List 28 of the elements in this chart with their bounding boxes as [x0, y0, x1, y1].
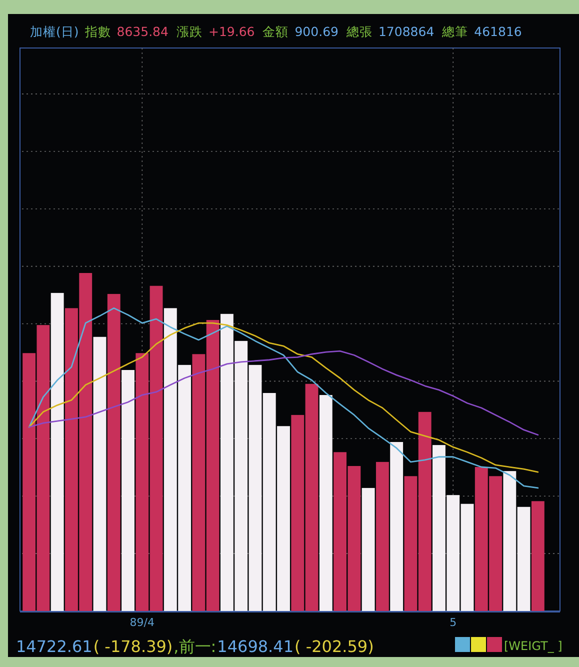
- bar: [122, 370, 134, 611]
- text: 總張: [345, 24, 372, 39]
- text: 14698.41: [217, 637, 294, 656]
- text: 加權(日): [30, 24, 79, 39]
- text: 1708864: [378, 24, 434, 39]
- text: 8635.84: [116, 24, 169, 39]
- text: 900.69: [294, 24, 339, 39]
- text: ,前一:: [174, 637, 216, 656]
- bar: [376, 462, 389, 611]
- text: ( -202.59): [294, 637, 374, 656]
- bar: [362, 488, 375, 611]
- text: 總筆: [441, 24, 468, 39]
- bar: [531, 501, 544, 611]
- text: [WEIGT_ ]: [504, 639, 562, 653]
- text: 漲跌: [176, 24, 202, 39]
- text: 指數: [84, 24, 111, 39]
- bar: [93, 336, 106, 611]
- bar: [50, 292, 64, 611]
- x-tick-label: 5: [450, 616, 457, 629]
- text: +19.66: [208, 24, 255, 39]
- bar: [107, 294, 120, 611]
- bar: [319, 395, 332, 611]
- bar: [390, 442, 404, 611]
- text: 14722.61: [16, 637, 92, 656]
- text: 金額: [262, 24, 289, 39]
- text: ( -178.39): [93, 637, 173, 656]
- x-tick-label: 89/4: [130, 616, 154, 629]
- text: 461816: [474, 24, 522, 39]
